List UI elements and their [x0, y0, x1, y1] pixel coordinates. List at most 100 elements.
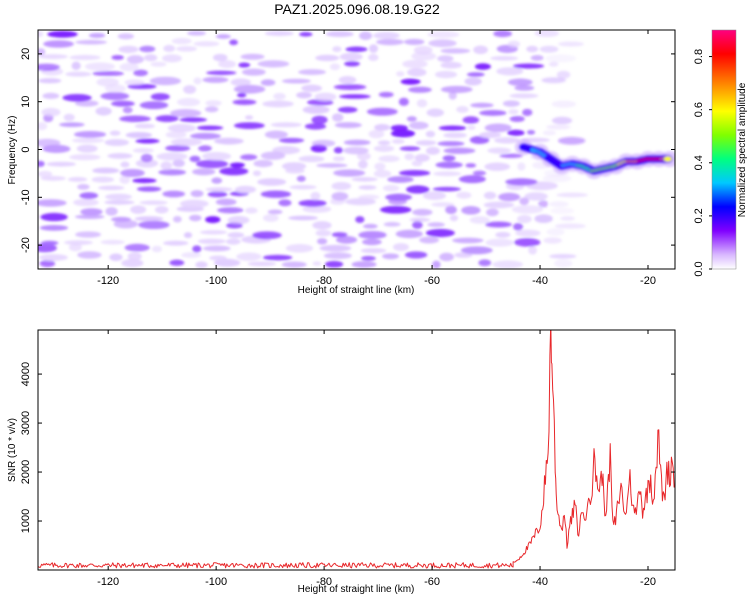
noise-patch	[267, 209, 283, 215]
noise-patch	[100, 239, 125, 245]
noise-patch	[355, 216, 365, 224]
noise-patch	[270, 122, 302, 128]
noise-patch	[151, 245, 163, 253]
noise-patch	[183, 85, 197, 94]
noise-patch	[440, 48, 471, 54]
noise-patch	[264, 31, 294, 36]
noise-patch	[437, 141, 465, 147]
noise-patch	[236, 252, 262, 261]
noise-patch	[403, 38, 425, 45]
noise-patch	[281, 162, 307, 171]
noise-patch	[360, 248, 387, 254]
noise-patch	[100, 92, 130, 101]
noise-patch	[91, 176, 115, 183]
spectrogram-x-tick-label: -100	[205, 275, 227, 287]
noise-patch	[39, 259, 56, 268]
spectrogram-y-tick-label: -10	[20, 189, 32, 205]
noise-patch	[507, 129, 525, 136]
noise-patch	[359, 31, 373, 41]
noise-patch	[494, 137, 521, 144]
noise-patch	[104, 193, 133, 200]
spectrogram-y-tick-label: 10	[20, 96, 32, 108]
noise-patch	[351, 177, 378, 182]
noise-patch	[180, 199, 209, 208]
noise-patch	[234, 185, 257, 194]
noise-patch	[387, 176, 414, 183]
noise-patch	[508, 109, 519, 115]
noise-patch	[97, 185, 125, 191]
spectrogram-x-tick-label: -120	[97, 275, 119, 287]
noise-patch	[343, 146, 369, 155]
noise-patch	[456, 106, 469, 113]
noise-patch	[550, 207, 575, 215]
noise-patch	[398, 97, 409, 106]
noise-patch	[332, 156, 345, 162]
noise-patch	[415, 140, 437, 146]
noise-patch	[358, 160, 368, 169]
noise-patch	[75, 39, 108, 45]
noise-patch	[517, 214, 532, 224]
noise-patch	[73, 198, 99, 207]
noise-patch	[289, 184, 317, 190]
noise-patch	[176, 45, 197, 52]
noise-patch	[133, 69, 148, 77]
noise-patch	[71, 61, 81, 70]
noise-patch	[215, 34, 231, 39]
noise-patch	[404, 251, 428, 259]
noise-patch	[121, 259, 144, 268]
noise-patch	[226, 238, 241, 245]
noise-patch	[507, 40, 521, 48]
noise-patch	[132, 178, 157, 184]
noise-patch	[334, 122, 362, 129]
snr-x-tick-label: -120	[97, 576, 119, 588]
spectrogram-x-tick-label: -40	[532, 275, 548, 287]
noise-patch	[479, 131, 502, 139]
noise-patch	[38, 199, 67, 207]
noise-patch	[39, 54, 68, 60]
noise-patch	[377, 140, 391, 146]
noise-patch	[127, 252, 142, 261]
noise-patch	[193, 41, 220, 47]
noise-patch	[110, 216, 132, 222]
noise-patch	[427, 222, 445, 228]
noise-patch	[478, 259, 492, 267]
noise-patch	[406, 116, 417, 122]
noise-patch	[312, 221, 332, 230]
noise-patch	[213, 258, 241, 267]
noise-patch	[331, 181, 352, 191]
noise-patch	[41, 107, 61, 117]
snr-x-tick-label: -60	[424, 576, 440, 588]
noise-patch	[316, 238, 328, 245]
colorbar-tick-label: 0.4	[693, 155, 705, 170]
noise-patch	[439, 252, 454, 262]
noise-patch	[333, 84, 367, 90]
snr-frame	[37, 329, 676, 571]
noise-patch	[543, 237, 562, 244]
noise-patch	[301, 84, 323, 92]
noise-patch	[337, 106, 358, 113]
noise-patch	[422, 191, 447, 200]
noise-patch	[545, 54, 577, 63]
noise-patch	[130, 205, 147, 214]
noise-patch	[240, 53, 265, 60]
noise-patch	[160, 161, 173, 170]
noise-patch	[285, 244, 314, 253]
noise-patch	[358, 185, 377, 190]
noise-patch	[368, 53, 379, 61]
noise-patch	[390, 124, 408, 132]
noise-patch	[77, 251, 102, 259]
noise-patch	[339, 94, 371, 99]
noise-patch	[323, 252, 352, 260]
noise-patch	[72, 137, 105, 144]
noise-patch	[135, 138, 160, 144]
noise-patch	[385, 193, 412, 201]
snr-y-tick-label: 3000	[20, 411, 32, 435]
noise-patch	[187, 30, 206, 36]
colorbar-tick-label: 0.6	[693, 102, 705, 117]
noise-patch	[126, 55, 144, 64]
noise-patch	[425, 130, 436, 138]
noise-patch	[425, 228, 455, 238]
noise-patch	[324, 260, 344, 268]
noise-patch	[156, 152, 188, 161]
snr-y-tick-label: 4000	[20, 362, 32, 386]
